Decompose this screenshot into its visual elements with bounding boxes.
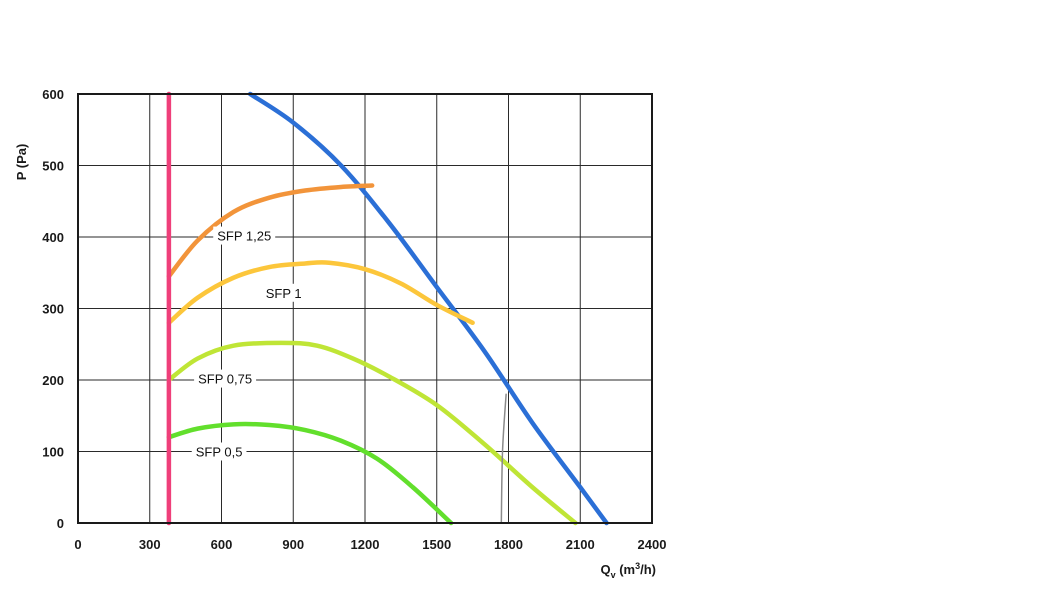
x-tick-label-7: 2100 [566, 537, 595, 552]
y-tick-label-1: 100 [42, 445, 64, 460]
annotations-group: SFP 1,25 SFP 1 SFP 0,75 SFP 0,5 [191, 226, 306, 461]
x-axis-label-subscript: v [611, 570, 616, 580]
x-tick-label-3: 900 [282, 537, 304, 552]
x-axis-label: Qv (m3/h) [600, 561, 656, 580]
series-line-2 [166, 260, 475, 326]
series-line-6 [500, 393, 507, 524]
y-tick-label-3: 300 [42, 302, 64, 317]
y-tick-label-5: 500 [42, 159, 64, 174]
grid-lines [77, 93, 653, 524]
curve-label-bg-0 [213, 226, 276, 245]
curve-label-bg-2 [194, 369, 257, 388]
series-group [166, 91, 609, 526]
curve-label-0: SFP 1,25 [217, 229, 271, 244]
plot-frame [77, 93, 653, 524]
x-tick-labels: 0 300 600 900 1200 1500 1800 2100 2400 [74, 537, 666, 552]
curve-label-3: SFP 0,5 [196, 445, 243, 460]
y-tick-label-6: 600 [42, 87, 64, 102]
series-line-0 [247, 91, 609, 526]
y-axis-label: P (Pa) [14, 144, 29, 181]
y-tick-label-2: 200 [42, 373, 64, 388]
x-axis-label-unit-sup: 3 [635, 561, 640, 571]
y-tick-labels: 0 100 200 300 400 500 600 [42, 87, 64, 531]
x-axis-label-main: Q [600, 562, 610, 577]
x-tick-label-1: 300 [139, 537, 161, 552]
x-tick-label-8: 2400 [638, 537, 667, 552]
curve-label-bg-3 [191, 442, 247, 461]
x-tick-label-0: 0 [74, 537, 81, 552]
y-tick-label-4: 400 [42, 230, 64, 245]
series-line-1 [166, 183, 375, 279]
curve-label-1: SFP 1 [266, 286, 302, 301]
curve-label-bg-1 [261, 283, 306, 302]
curve-label-2: SFP 0,75 [198, 372, 252, 387]
y-tick-label-0: 0 [57, 516, 64, 531]
x-axis-label-unit-post: /h) [640, 562, 656, 577]
x-tick-label-6: 1800 [494, 537, 523, 552]
x-axis-label-unit-pre: (m [616, 562, 636, 577]
series-line-4 [166, 421, 454, 526]
x-tick-label-5: 1500 [422, 537, 451, 552]
x-tick-label-2: 600 [211, 537, 233, 552]
x-tick-label-4: 1200 [351, 537, 380, 552]
